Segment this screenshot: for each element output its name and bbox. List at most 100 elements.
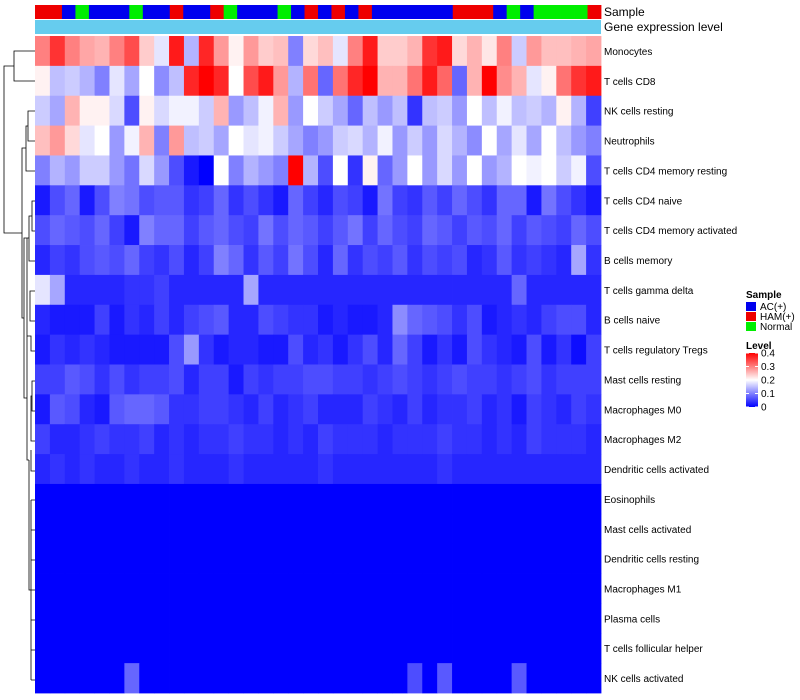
sample-annotation-cell [452,5,467,19]
heatmap-cell [571,394,587,425]
heatmap-cell [422,65,438,97]
heatmap-cell [541,483,557,515]
heatmap-cell [407,274,423,306]
heatmap-cell [437,155,453,186]
heatmap-cell [586,663,602,694]
heatmap-cell [541,155,557,186]
heatmap-cell [437,424,453,455]
heatmap-cell [556,125,572,156]
heatmap-cell [511,663,527,694]
heatmap-cell [273,185,289,216]
heatmap-cell [511,65,527,97]
heatmap-cell [139,513,155,545]
heatmap-cell [556,155,572,186]
heatmap-cell [198,364,215,395]
heatmap-cell [228,454,244,485]
heatmap-cell [228,185,244,216]
heatmap-cell [273,65,289,97]
heatmap-cell [452,65,468,97]
heatmap-cell [586,394,602,425]
heatmap-cell [466,573,483,604]
heatmap-cell [258,483,274,515]
heatmap-cell [154,304,170,336]
heatmap-cell [422,36,438,67]
heatmap-cell [228,364,244,395]
sample-annotation-cell [196,5,211,19]
heatmap-cell [303,185,319,216]
heatmap-cell [79,125,95,156]
heatmap-cell [481,573,498,604]
heatmap-cell [318,185,334,216]
heatmap-cell [496,65,513,97]
heatmap-cell [481,454,498,485]
heatmap-cell [169,155,185,186]
heatmap-cell [496,304,513,336]
heatmap-cell [407,483,423,515]
heatmap-cell [169,513,185,545]
heatmap-cell [109,155,125,186]
heatmap-cell [332,304,349,336]
heatmap-cell [169,543,185,574]
heatmap-cell [303,304,319,336]
heatmap-cell [422,543,438,574]
heatmap-cell [452,603,468,634]
heatmap-cell [481,543,498,574]
heatmap-cell [109,364,125,395]
heatmap-cell [228,245,244,276]
heatmap-cell [496,543,513,574]
heatmap-cell [571,215,587,246]
heatmap-cell [49,304,66,336]
heatmap-cell [64,36,81,67]
heatmap-cell [332,185,349,216]
heatmap-cell [466,36,483,67]
heatmap-cell [466,304,483,336]
heatmap-cell [64,185,81,216]
heatmap-cell [392,633,408,664]
heatmap-cell [362,155,378,186]
heatmap-cell [258,394,274,425]
heatmap-cell [94,215,110,246]
heatmap-cell [586,454,602,485]
heatmap-cell [35,573,51,604]
heatmap-cell [362,394,378,425]
heatmap-cell [258,543,274,574]
heatmap-cell [124,573,140,604]
row-label: B cells memory [604,256,672,267]
heatmap-cell [496,334,513,365]
row-dendrogram [3,50,35,681]
heatmap-cell [392,245,408,276]
heatmap-cell [64,573,81,604]
heatmap-cell [318,663,334,694]
sample-annotation-cell [331,5,346,19]
heatmap-cell [35,513,51,545]
heatmap-cell [64,424,81,455]
heatmap-cell [437,36,453,67]
heatmap-cell [362,185,378,216]
heatmap-cell [303,334,319,365]
row-label: Macrophages M2 [604,435,682,446]
heatmap-cell [139,215,155,246]
heatmap-cell [437,185,453,216]
heatmap-cell [422,334,438,365]
heatmap-cell [273,394,289,425]
heatmap-cell [586,36,602,67]
heatmap-cell [437,245,453,276]
heatmap-cell [541,394,557,425]
heatmap-cell [452,274,468,306]
heatmap-cell [586,334,602,365]
heatmap-cell [64,454,81,485]
heatmap-cell [109,573,125,604]
heatmap-cell [273,155,289,186]
heatmap-cell [154,36,170,67]
heatmap-cell [124,513,140,545]
heatmap-cell [49,334,66,365]
heatmap-cell [213,454,230,485]
sample-annotation-cell [88,5,103,19]
heatmap-cell [586,573,602,604]
heatmap-cell [273,36,289,67]
heatmap-cell [481,125,498,156]
heatmap-cell [243,215,259,246]
heatmap-cell [183,603,200,634]
heatmap-cell [586,603,602,634]
heatmap-cell [392,65,408,97]
